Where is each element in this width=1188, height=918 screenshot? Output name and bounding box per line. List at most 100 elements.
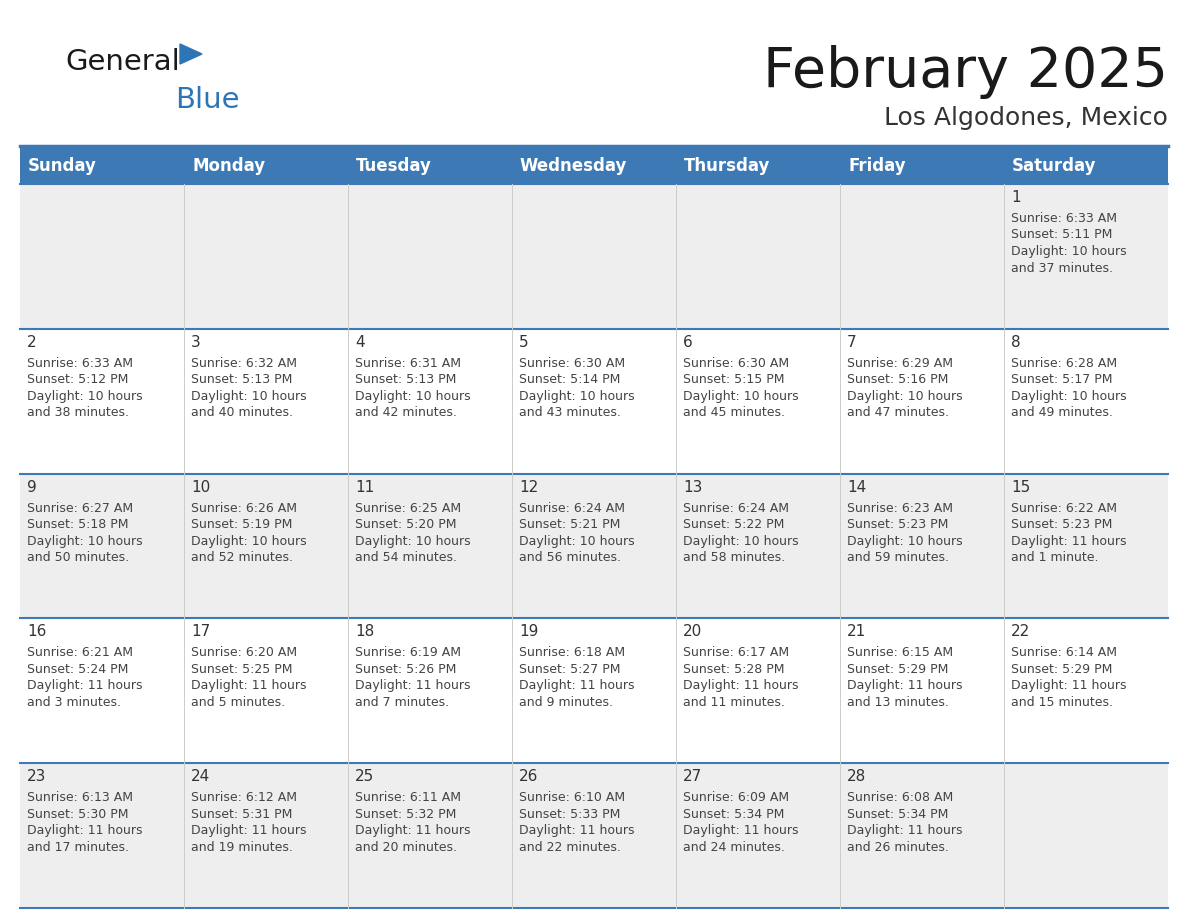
- Text: Daylight: 10 hours: Daylight: 10 hours: [1011, 390, 1126, 403]
- Text: Sunrise: 6:28 AM: Sunrise: 6:28 AM: [1011, 357, 1117, 370]
- Text: Sunset: 5:16 PM: Sunset: 5:16 PM: [847, 374, 948, 386]
- Bar: [348, 619, 512, 763]
- Text: and 13 minutes.: and 13 minutes.: [847, 696, 949, 709]
- Text: 16: 16: [27, 624, 46, 640]
- Text: Sunset: 5:23 PM: Sunset: 5:23 PM: [1011, 518, 1112, 532]
- Bar: [512, 474, 676, 619]
- Text: 24: 24: [191, 769, 210, 784]
- Text: 22: 22: [1011, 624, 1030, 640]
- Bar: [20, 329, 184, 474]
- Text: and 15 minutes.: and 15 minutes.: [1011, 696, 1113, 709]
- Text: and 3 minutes.: and 3 minutes.: [27, 696, 121, 709]
- Text: Sunrise: 6:09 AM: Sunrise: 6:09 AM: [683, 791, 789, 804]
- Text: Saturday: Saturday: [1012, 157, 1097, 175]
- Text: and 47 minutes.: and 47 minutes.: [847, 407, 949, 420]
- Bar: [348, 763, 512, 908]
- Text: Daylight: 11 hours: Daylight: 11 hours: [519, 824, 634, 837]
- Text: Blue: Blue: [175, 86, 240, 114]
- Text: Sunset: 5:18 PM: Sunset: 5:18 PM: [27, 518, 128, 532]
- Bar: [20, 148, 1168, 184]
- Text: and 59 minutes.: and 59 minutes.: [847, 551, 949, 564]
- Text: Sunrise: 6:33 AM: Sunrise: 6:33 AM: [27, 357, 133, 370]
- Text: 27: 27: [683, 769, 702, 784]
- Text: Sunrise: 6:31 AM: Sunrise: 6:31 AM: [355, 357, 461, 370]
- Text: Daylight: 10 hours: Daylight: 10 hours: [847, 390, 962, 403]
- Text: Sunrise: 6:18 AM: Sunrise: 6:18 AM: [519, 646, 625, 659]
- Text: Sunset: 5:23 PM: Sunset: 5:23 PM: [847, 518, 948, 532]
- Text: and 20 minutes.: and 20 minutes.: [355, 841, 457, 854]
- Text: Sunset: 5:34 PM: Sunset: 5:34 PM: [683, 808, 784, 821]
- Text: Daylight: 11 hours: Daylight: 11 hours: [27, 679, 143, 692]
- Text: 25: 25: [355, 769, 374, 784]
- Text: and 26 minutes.: and 26 minutes.: [847, 841, 949, 854]
- Text: Daylight: 11 hours: Daylight: 11 hours: [27, 824, 143, 837]
- Bar: [1004, 329, 1168, 474]
- Bar: [348, 329, 512, 474]
- Text: Sunrise: 6:20 AM: Sunrise: 6:20 AM: [191, 646, 297, 659]
- Text: Sunrise: 6:08 AM: Sunrise: 6:08 AM: [847, 791, 953, 804]
- Text: and 1 minute.: and 1 minute.: [1011, 551, 1099, 564]
- Text: 2: 2: [27, 335, 37, 350]
- Text: Sunrise: 6:24 AM: Sunrise: 6:24 AM: [519, 501, 625, 515]
- Text: Daylight: 10 hours: Daylight: 10 hours: [683, 534, 798, 548]
- Text: Sunset: 5:26 PM: Sunset: 5:26 PM: [355, 663, 456, 676]
- Text: and 42 minutes.: and 42 minutes.: [355, 407, 457, 420]
- Bar: [840, 184, 1004, 329]
- Text: 10: 10: [191, 479, 210, 495]
- Text: Daylight: 10 hours: Daylight: 10 hours: [683, 390, 798, 403]
- Text: 28: 28: [847, 769, 866, 784]
- Text: Sunset: 5:15 PM: Sunset: 5:15 PM: [683, 374, 784, 386]
- Text: Daylight: 10 hours: Daylight: 10 hours: [191, 390, 307, 403]
- Text: and 22 minutes.: and 22 minutes.: [519, 841, 621, 854]
- Bar: [20, 763, 184, 908]
- Text: and 49 minutes.: and 49 minutes.: [1011, 407, 1113, 420]
- Text: Friday: Friday: [848, 157, 905, 175]
- Text: Sunset: 5:32 PM: Sunset: 5:32 PM: [355, 808, 456, 821]
- Bar: [676, 763, 840, 908]
- Text: Sunrise: 6:13 AM: Sunrise: 6:13 AM: [27, 791, 133, 804]
- Text: Sunset: 5:13 PM: Sunset: 5:13 PM: [355, 374, 456, 386]
- Text: Sunrise: 6:30 AM: Sunrise: 6:30 AM: [519, 357, 625, 370]
- Text: Daylight: 11 hours: Daylight: 11 hours: [355, 824, 470, 837]
- Text: and 43 minutes.: and 43 minutes.: [519, 407, 621, 420]
- Bar: [676, 619, 840, 763]
- Bar: [840, 329, 1004, 474]
- Bar: [184, 184, 348, 329]
- Text: Daylight: 10 hours: Daylight: 10 hours: [191, 534, 307, 548]
- Text: 13: 13: [683, 479, 702, 495]
- Text: Sunrise: 6:21 AM: Sunrise: 6:21 AM: [27, 646, 133, 659]
- Text: Sunset: 5:33 PM: Sunset: 5:33 PM: [519, 808, 620, 821]
- Text: and 11 minutes.: and 11 minutes.: [683, 696, 785, 709]
- Text: Sunrise: 6:26 AM: Sunrise: 6:26 AM: [191, 501, 297, 515]
- Text: and 52 minutes.: and 52 minutes.: [191, 551, 293, 564]
- Bar: [676, 329, 840, 474]
- Text: Sunset: 5:14 PM: Sunset: 5:14 PM: [519, 374, 620, 386]
- Text: 17: 17: [191, 624, 210, 640]
- Text: Thursday: Thursday: [684, 157, 770, 175]
- Text: Sunrise: 6:23 AM: Sunrise: 6:23 AM: [847, 501, 953, 515]
- Text: Sunday: Sunday: [29, 157, 97, 175]
- Text: Sunset: 5:17 PM: Sunset: 5:17 PM: [1011, 374, 1112, 386]
- Text: 23: 23: [27, 769, 46, 784]
- Bar: [184, 763, 348, 908]
- Text: Sunset: 5:29 PM: Sunset: 5:29 PM: [1011, 663, 1112, 676]
- Bar: [1004, 763, 1168, 908]
- Text: and 40 minutes.: and 40 minutes.: [191, 407, 293, 420]
- Text: Daylight: 11 hours: Daylight: 11 hours: [355, 679, 470, 692]
- Text: 21: 21: [847, 624, 866, 640]
- Text: Sunset: 5:21 PM: Sunset: 5:21 PM: [519, 518, 620, 532]
- Text: and 24 minutes.: and 24 minutes.: [683, 841, 785, 854]
- Text: and 45 minutes.: and 45 minutes.: [683, 407, 785, 420]
- Text: Sunrise: 6:24 AM: Sunrise: 6:24 AM: [683, 501, 789, 515]
- Text: Sunset: 5:11 PM: Sunset: 5:11 PM: [1011, 229, 1112, 241]
- Text: Sunset: 5:27 PM: Sunset: 5:27 PM: [519, 663, 620, 676]
- Text: February 2025: February 2025: [763, 45, 1168, 99]
- Text: 15: 15: [1011, 479, 1030, 495]
- Text: and 37 minutes.: and 37 minutes.: [1011, 262, 1113, 274]
- Text: Daylight: 11 hours: Daylight: 11 hours: [847, 679, 962, 692]
- Text: Sunrise: 6:17 AM: Sunrise: 6:17 AM: [683, 646, 789, 659]
- Text: Sunset: 5:22 PM: Sunset: 5:22 PM: [683, 518, 784, 532]
- Text: and 17 minutes.: and 17 minutes.: [27, 841, 129, 854]
- Bar: [20, 619, 184, 763]
- Bar: [1004, 619, 1168, 763]
